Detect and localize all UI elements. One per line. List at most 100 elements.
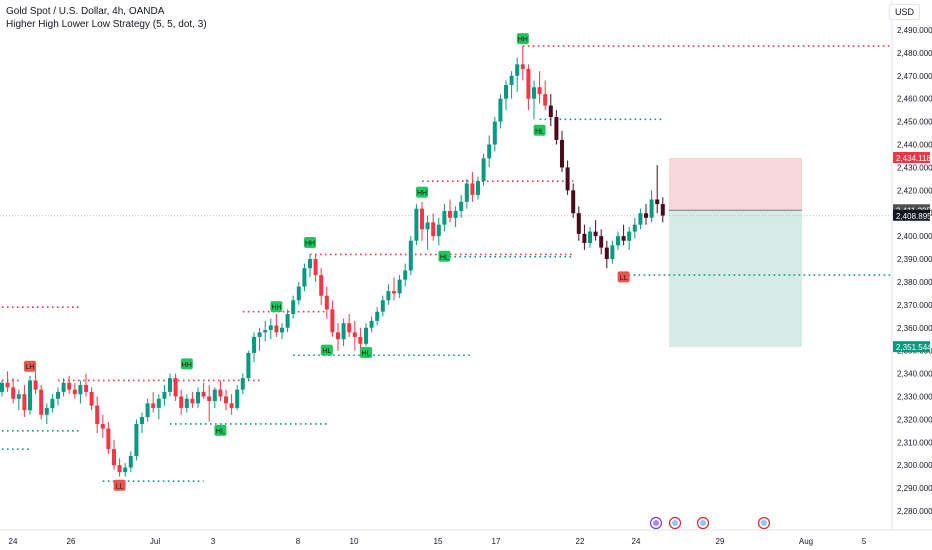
candle [459, 194, 464, 218]
price-tick-label: 2,320.000 [897, 415, 932, 424]
us-flag-event-icon [757, 516, 771, 530]
swing-label-box [113, 479, 126, 491]
swing-label-box [533, 124, 546, 136]
time-tick-label: 15 [434, 537, 443, 546]
swing-label-box [438, 250, 451, 262]
price-tick-label: 2,450.000 [897, 118, 932, 127]
swing-label-box [360, 346, 372, 358]
time-tick-label: 24 [9, 537, 18, 546]
price-tick-label: 2,390.000 [897, 255, 932, 264]
candle [492, 117, 497, 152]
candle-body [632, 224, 637, 232]
swing-label-text: HH [271, 305, 281, 312]
candle-body [504, 84, 508, 99]
candle [386, 284, 391, 305]
candle [179, 389, 184, 415]
candle [196, 387, 200, 408]
candle-body [588, 231, 592, 244]
symbol-title[interactable]: Gold Spot / U.S. Dollar, 4h, OANDA [6, 6, 165, 17]
candle-body [459, 201, 464, 211]
price-axis-badge-text: 2,351.544 [896, 343, 932, 352]
candle-body [123, 467, 128, 473]
time-axis: 24 26 Jul 3 8 10 15 17 22 24 29 Aug 5 [0, 529, 932, 546]
candle-body [44, 407, 49, 415]
candle-body [649, 199, 654, 218]
candle [268, 318, 273, 340]
swing-label-text: HH [417, 190, 427, 197]
candle [61, 378, 66, 397]
candle [448, 199, 452, 223]
candle [576, 206, 581, 241]
candle-body [414, 208, 419, 241]
swing-label-text: LH [26, 364, 35, 371]
candle-body [134, 423, 139, 457]
candle-body [212, 389, 217, 402]
candle [621, 224, 626, 246]
candle [610, 240, 615, 264]
candle [89, 387, 94, 411]
candle-body [302, 268, 307, 287]
candle-body [33, 380, 38, 390]
candle [380, 295, 385, 317]
candle-body [229, 403, 234, 408]
candle-body [285, 314, 290, 328]
candle-body [296, 286, 301, 301]
candle [224, 389, 228, 411]
candle [252, 332, 256, 363]
candle-body [16, 394, 21, 399]
candle-body [543, 94, 548, 106]
candle-body [532, 87, 536, 99]
price-tick-label: 2,290.000 [897, 484, 932, 493]
indicator-title[interactable]: Higher High Lower Low Strategy (5, 5, do… [6, 19, 207, 30]
candle [100, 414, 105, 438]
candle-body [218, 389, 223, 397]
candle-body [571, 190, 576, 214]
candle-body [593, 231, 598, 237]
candle [95, 396, 100, 434]
candle [134, 419, 139, 461]
candle [246, 350, 251, 381]
candle-body [492, 121, 497, 145]
candle [184, 394, 189, 413]
time-tick-label: 3 [211, 537, 216, 546]
candle-body [184, 398, 189, 408]
time-tick-label: 8 [296, 537, 301, 546]
candle-body [453, 210, 458, 218]
candle-body [156, 398, 161, 408]
candle [240, 373, 245, 395]
price-tick-label: 2,300.000 [897, 461, 932, 470]
candle [207, 385, 212, 422]
candle-body [644, 213, 648, 218]
candle-body [95, 405, 100, 424]
candle-body [128, 456, 133, 468]
currency-button[interactable]: USD [888, 4, 920, 20]
price-axis-badge: 2,408.895 [893, 209, 932, 221]
candle-body [313, 259, 318, 276]
candle [520, 46, 525, 81]
candle [72, 382, 77, 399]
price-axis-badge-text: 2,434.118 [896, 154, 932, 163]
candle [464, 178, 469, 209]
price-tick-label: 2,370.000 [897, 301, 932, 310]
candle-body [509, 75, 514, 85]
price-tick-label: 2,360.000 [897, 324, 932, 333]
candle [632, 217, 637, 239]
candle [470, 172, 475, 202]
swing-label-box [516, 33, 529, 45]
candle [302, 263, 307, 292]
candle-body [442, 210, 447, 225]
candle [235, 385, 240, 411]
candle-body [560, 139, 564, 168]
candle-body [403, 270, 408, 280]
candle-body [481, 158, 486, 182]
candle [375, 307, 380, 326]
swing-label-hh: HH [516, 33, 529, 45]
swing-label-text: HL [535, 128, 544, 135]
candle [593, 220, 598, 241]
event-icon-fill [700, 520, 706, 526]
candle [571, 183, 576, 218]
candle-body [67, 382, 72, 390]
candle [106, 421, 111, 454]
us-flag-event-icon [668, 516, 682, 530]
